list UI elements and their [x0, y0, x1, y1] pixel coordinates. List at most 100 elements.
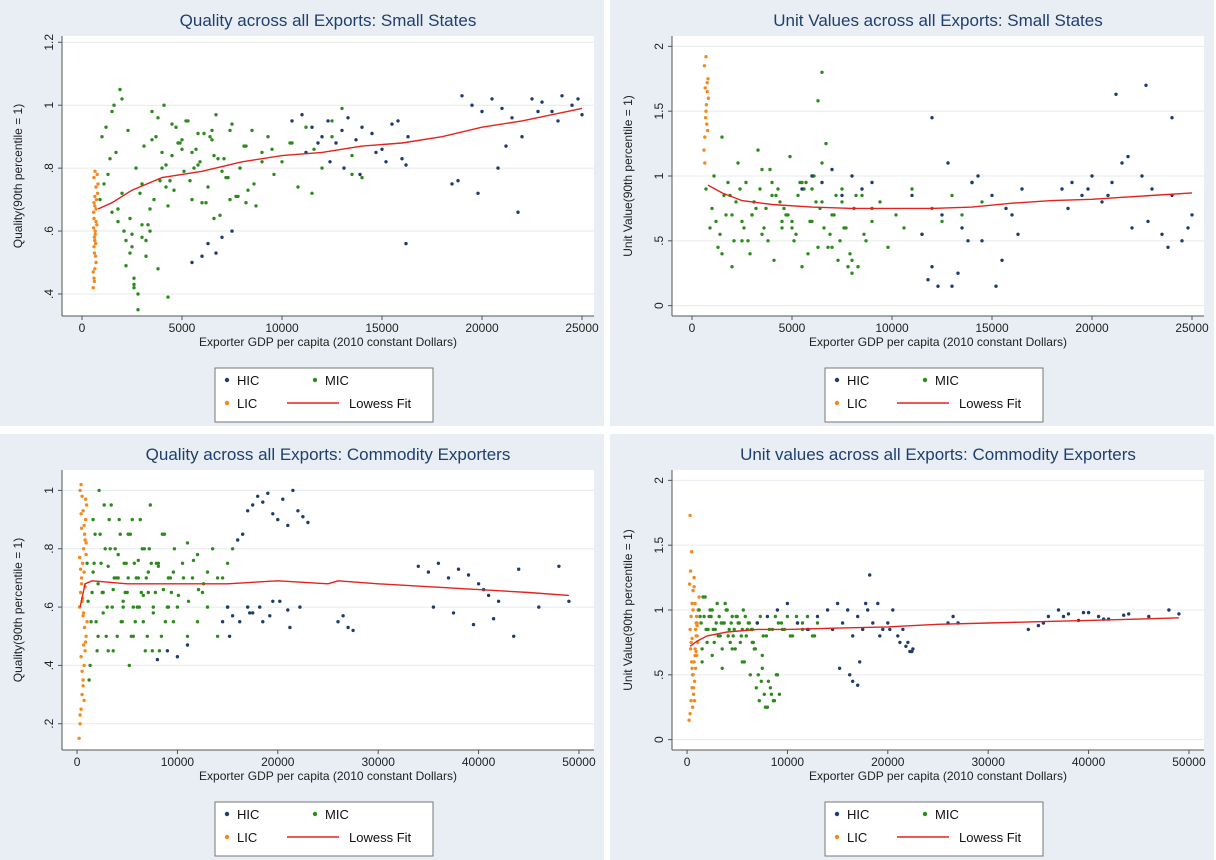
data-point-lic — [706, 96, 711, 100]
data-point-lic — [691, 692, 696, 696]
data-point-mic — [97, 488, 101, 493]
data-point-lic — [82, 570, 86, 574]
data-point-hic — [994, 284, 998, 288]
x-tick-label: 5000 — [169, 321, 196, 335]
data-point-mic — [162, 103, 166, 107]
data-point-hic — [795, 621, 800, 625]
data-point-mic — [130, 245, 134, 249]
data-point-hic — [956, 271, 960, 275]
data-point-hic — [175, 655, 180, 659]
data-point-mic — [218, 213, 222, 217]
data-point-mic — [733, 647, 737, 651]
data-point-mic — [769, 692, 774, 696]
data-point-mic — [210, 138, 214, 142]
data-point-hic — [190, 260, 194, 265]
data-point-mic — [132, 276, 136, 280]
data-point-hic — [471, 622, 476, 627]
data-point-mic — [770, 180, 774, 185]
data-point-hic — [1170, 116, 1174, 120]
data-point-mic — [88, 663, 92, 668]
y-axis-label: Unit Value(90th percentile = 1) — [621, 95, 635, 257]
data-point-lic — [78, 488, 82, 493]
data-point-mic — [741, 608, 745, 612]
data-point-hic — [910, 193, 914, 198]
data-point-mic — [810, 187, 814, 191]
data-point-mic — [846, 265, 850, 269]
data-point-hic — [830, 167, 834, 172]
data-point-hic — [456, 179, 460, 183]
data-point-mic — [190, 197, 194, 202]
data-point-hic — [340, 128, 344, 133]
data-point-lic — [695, 634, 699, 638]
data-point-mic — [727, 627, 731, 632]
data-point-mic — [870, 219, 874, 224]
data-point-hic — [970, 180, 974, 185]
data-point-hic — [220, 235, 224, 239]
data-point-hic — [516, 210, 520, 214]
x-tick-label: 30000 — [362, 755, 396, 769]
data-point-lic — [688, 569, 693, 573]
x-tick-label: 20000 — [1075, 321, 1109, 335]
data-point-hic — [1150, 187, 1154, 191]
chart-quality-commodity-exporters: Quality across all Exports: Commodity Ex… — [11, 445, 596, 857]
y-tick-label: 1.2 — [42, 34, 56, 51]
legend-marker-mic — [922, 811, 928, 817]
data-point-hic — [550, 109, 554, 114]
data-point-mic — [717, 614, 721, 619]
legend-marker-lic — [834, 400, 840, 406]
data-point-lic — [82, 663, 86, 668]
data-point-mic — [90, 590, 94, 595]
data-point-mic — [205, 570, 210, 574]
data-point-mic — [792, 239, 796, 243]
x-tick-label: 25000 — [1175, 321, 1209, 335]
data-point-mic — [260, 160, 264, 164]
data-point-lic — [93, 267, 97, 271]
data-point-mic — [714, 219, 718, 224]
data-point-hic — [755, 621, 759, 625]
data-point-mic — [105, 605, 109, 609]
data-point-mic — [168, 576, 173, 580]
data-point-mic — [141, 593, 145, 598]
data-point-hic — [466, 573, 471, 577]
data-point-hic — [851, 634, 855, 638]
data-point-mic — [834, 193, 838, 198]
data-point-mic — [194, 147, 198, 151]
data-point-mic — [771, 699, 776, 703]
data-point-lic — [79, 582, 84, 586]
series-mic — [704, 70, 984, 275]
data-point-mic — [118, 532, 122, 536]
data-point-mic — [848, 252, 852, 256]
data-point-hic — [1070, 180, 1074, 185]
data-point-hic — [580, 113, 584, 117]
data-point-hic — [1020, 187, 1024, 191]
data-point-mic — [163, 620, 168, 624]
data-point-mic — [180, 561, 185, 565]
data-point-mic — [820, 161, 824, 165]
data-point-mic — [110, 605, 114, 609]
data-point-mic — [754, 206, 758, 211]
x-tick-label: 30000 — [972, 755, 1006, 769]
data-point-mic — [350, 153, 354, 158]
data-point-mic — [760, 653, 764, 658]
data-point-mic — [718, 232, 722, 236]
data-point-mic — [160, 150, 164, 155]
chart-panel-unit-commodity: Unit values across all Exports: Commodit… — [610, 434, 1214, 860]
data-point-hic — [1130, 226, 1134, 230]
data-point-mic — [158, 179, 162, 183]
data-point-hic — [266, 491, 270, 495]
y-tick-label: .4 — [42, 289, 56, 299]
data-point-mic — [200, 201, 204, 205]
data-point-hic — [396, 119, 400, 123]
y-tick-label: 1.5 — [652, 103, 666, 120]
data-point-hic — [290, 119, 294, 123]
data-point-hic — [926, 278, 930, 282]
data-point-hic — [837, 666, 842, 670]
data-point-mic — [704, 187, 708, 191]
data-point-lic — [91, 286, 95, 290]
data-point-mic — [800, 180, 804, 185]
data-point-mic — [780, 226, 784, 230]
data-point-mic — [159, 634, 164, 638]
data-point-mic — [260, 150, 264, 155]
data-point-hic — [316, 141, 320, 145]
data-point-lic — [81, 643, 86, 647]
